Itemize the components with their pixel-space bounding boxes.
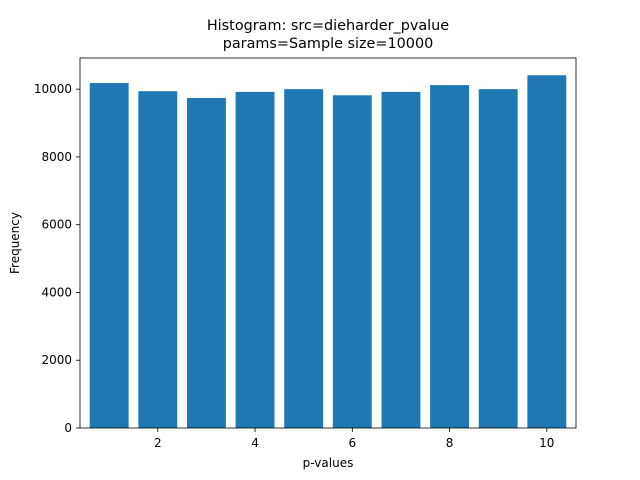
x-tick-label: 10 xyxy=(539,436,554,450)
bar-2 xyxy=(138,91,178,428)
bar-5 xyxy=(284,89,324,429)
x-tick-label: 6 xyxy=(348,436,356,450)
bar-4 xyxy=(235,91,275,428)
x-tick-label: 2 xyxy=(154,436,162,450)
bar-1 xyxy=(89,83,129,429)
bar-9 xyxy=(478,89,518,429)
bar-7 xyxy=(381,91,421,428)
bars-group xyxy=(89,75,567,429)
plot-area-frame xyxy=(79,57,577,429)
y-tick-label: 6000 xyxy=(41,218,72,232)
x-axis-ticks: 2 4 6 8 10 xyxy=(154,428,554,450)
y-tick-label: 8000 xyxy=(41,150,72,164)
chart-title-line-2: params=Sample size=10000 xyxy=(223,36,434,52)
bar-6 xyxy=(332,95,372,429)
y-tick-label: 10000 xyxy=(34,82,72,96)
x-axis-label: p-values xyxy=(303,456,354,470)
x-tick-label: 4 xyxy=(251,436,259,450)
chart-title-line-1: Histogram: src=dieharder_pvalue xyxy=(207,18,449,34)
y-axis-ticks: 0 2000 4000 6000 8000 10000 xyxy=(34,82,80,435)
y-tick-label: 2000 xyxy=(41,353,72,367)
y-tick-label: 0 xyxy=(64,421,72,435)
y-tick-label: 4000 xyxy=(41,285,72,299)
x-tick-label: 8 xyxy=(446,436,454,450)
bar-3 xyxy=(186,97,226,428)
bar-8 xyxy=(430,85,470,428)
y-axis-label: Frequency xyxy=(8,212,22,274)
bar-10 xyxy=(527,75,567,429)
